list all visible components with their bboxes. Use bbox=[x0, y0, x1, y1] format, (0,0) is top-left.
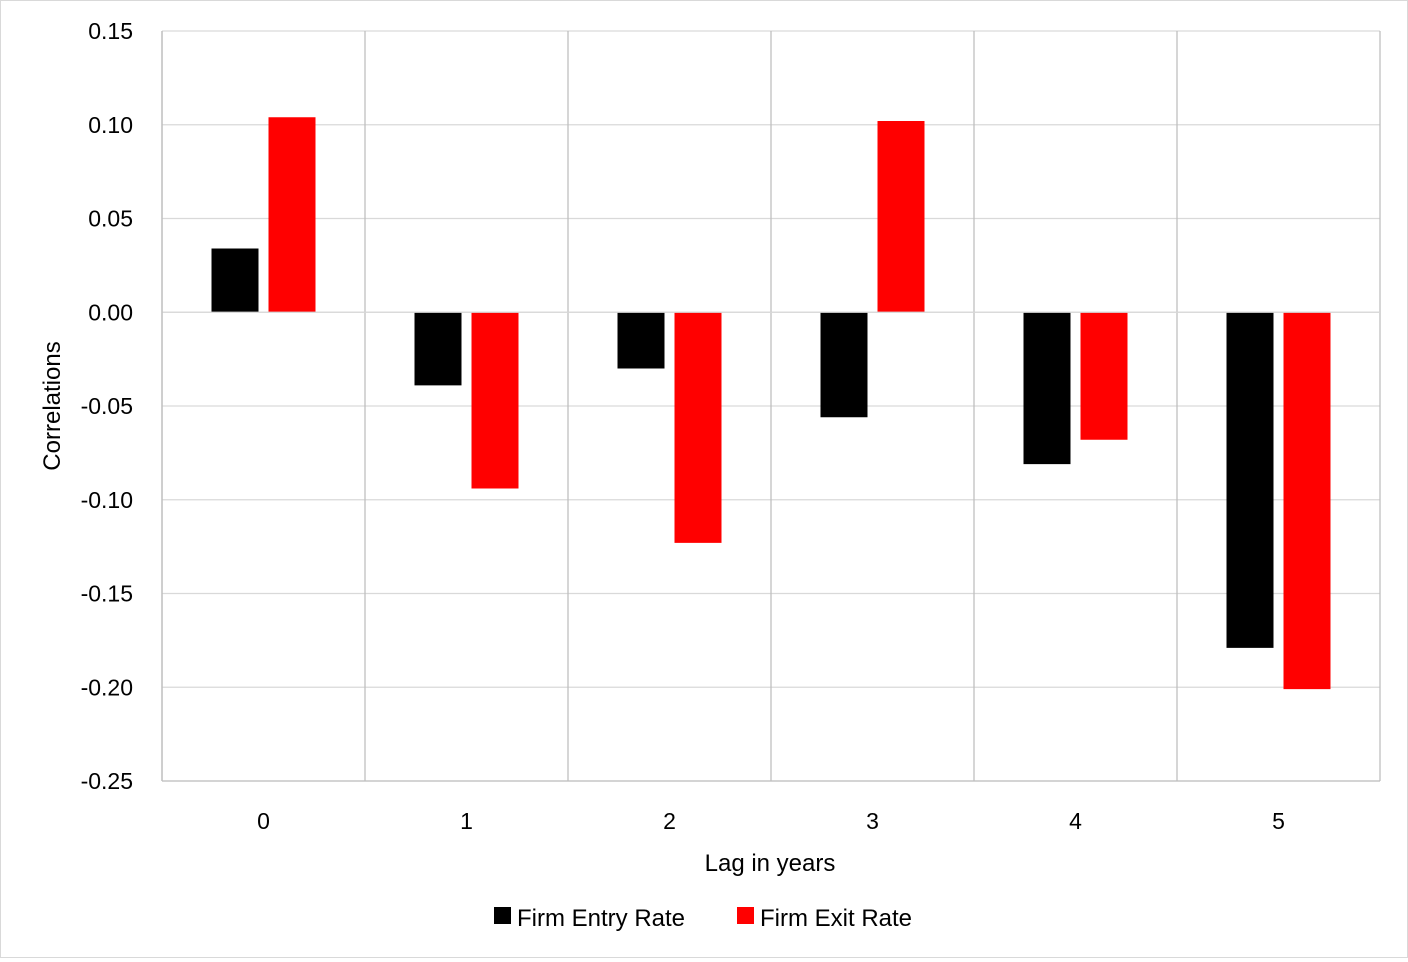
bar-firm-exit-rate-lag-1 bbox=[471, 312, 519, 489]
y-tick-label: 0.10 bbox=[88, 112, 133, 138]
bar-firm-entry-rate-lag-0 bbox=[211, 248, 259, 313]
y-tick-label: -0.10 bbox=[81, 487, 133, 513]
y-tick-labels: 0.15 0.10 0.05 0.00 -0.05 -0.10 -0.15 -0.20 -0.2… bbox=[81, 18, 133, 794]
x-tick-label: 2 bbox=[663, 808, 676, 834]
bar-firm-exit-rate-lag-2 bbox=[674, 312, 722, 543]
bar-firm-exit-rate-lag-4 bbox=[1080, 312, 1128, 440]
bar-firm-entry-rate-lag-5 bbox=[1226, 312, 1274, 648]
y-tick-label: 0.15 bbox=[88, 18, 133, 44]
y-tick-label: -0.20 bbox=[81, 674, 133, 700]
bar-firm-entry-rate-lag-4 bbox=[1023, 312, 1071, 465]
bar-firm-entry-rate-lag-1 bbox=[414, 312, 462, 386]
bar-firm-entry-rate-lag-2 bbox=[617, 312, 665, 369]
x-tick-labels: 0 1 2 3 4 5 bbox=[257, 808, 1285, 834]
y-tick-label: 0.00 bbox=[88, 299, 133, 325]
bar-firm-exit-rate-lag-5 bbox=[1283, 312, 1331, 690]
legend-label-firm-entry-rate: Firm Entry Rate bbox=[517, 905, 685, 932]
x-tick-label: 1 bbox=[460, 808, 473, 834]
bar-firm-exit-rate-lag-3 bbox=[877, 121, 925, 313]
bar-firm-exit-rate-lag-0 bbox=[268, 117, 316, 313]
x-tick-label: 0 bbox=[257, 808, 270, 834]
x-tick-label: 3 bbox=[866, 808, 879, 834]
gridlines bbox=[161, 30, 1381, 782]
x-tick-label: 5 bbox=[1272, 808, 1285, 834]
bars bbox=[211, 117, 1331, 690]
y-tick-label: -0.15 bbox=[81, 581, 133, 607]
y-axis-title: Correlations bbox=[39, 341, 66, 470]
y-tick-label: -0.05 bbox=[81, 393, 133, 419]
bar-firm-entry-rate-lag-3 bbox=[820, 312, 868, 418]
x-axis-title: Lag in years bbox=[705, 850, 836, 877]
legend-label-firm-exit-rate: Firm Exit Rate bbox=[760, 905, 912, 932]
legend-swatch-firm-entry-rate bbox=[494, 907, 511, 924]
x-tick-label: 4 bbox=[1069, 808, 1082, 834]
axes bbox=[161, 31, 1380, 782]
legend-swatch-firm-exit-rate bbox=[737, 907, 754, 924]
y-tick-label: 0.05 bbox=[88, 206, 133, 232]
y-tick-label: -0.25 bbox=[81, 768, 133, 794]
legend: Firm Entry Rate Firm Exit Rate bbox=[494, 905, 912, 932]
